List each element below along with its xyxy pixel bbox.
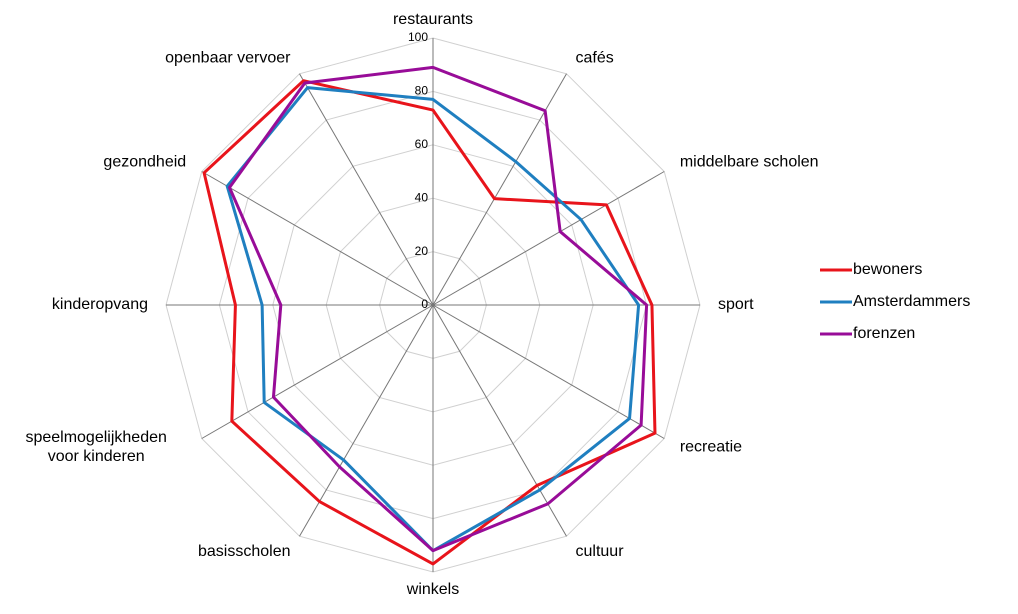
spoke	[201, 304, 434, 439]
tick-label: 100	[408, 30, 428, 44]
tick-label: 20	[415, 244, 429, 258]
category-label: cafés	[576, 49, 614, 66]
category-label: basisscholen	[198, 543, 291, 560]
series-line	[202, 79, 657, 566]
tick-label: 0	[421, 297, 428, 311]
legend-label: forenzen	[853, 325, 915, 342]
tick-label: 80	[415, 84, 429, 98]
category-label: sport	[718, 296, 754, 313]
tick-label: 40	[415, 190, 429, 204]
legend-label: bewoners	[853, 261, 922, 278]
category-label: speelmogelijkheden voor kinderen	[25, 429, 166, 465]
spoke	[432, 304, 567, 537]
spoke	[299, 73, 434, 306]
category-label: winkels	[406, 581, 459, 598]
legend-label: Amsterdammers	[853, 293, 970, 310]
series-line	[228, 65, 649, 553]
spoke	[299, 304, 434, 537]
category-label: gezondheid	[103, 154, 186, 171]
category-label: cultuur	[576, 543, 625, 560]
category-label: kinderopvang	[52, 296, 148, 313]
tick-label: 60	[415, 137, 429, 151]
spoke	[432, 171, 665, 306]
spoke	[201, 171, 434, 306]
category-label: openbaar vervoer	[165, 49, 291, 66]
spoke	[432, 304, 665, 439]
category-label: restaurants	[393, 11, 473, 28]
category-label: recreatie	[680, 439, 742, 456]
category-label: middelbare scholen	[680, 154, 819, 171]
